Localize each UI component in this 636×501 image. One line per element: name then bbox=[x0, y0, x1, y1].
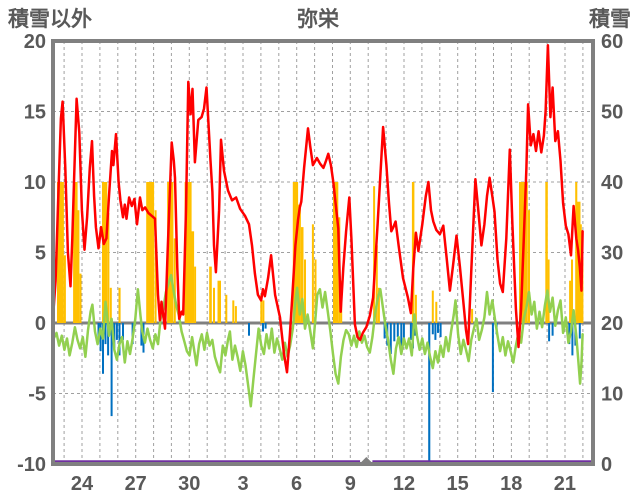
right-axis-tick-label: 20 bbox=[601, 313, 623, 335]
x-axis-tick-label: 6 bbox=[291, 473, 302, 495]
left-axis-ticks: 20 15 10 5 0 -5 -10 bbox=[17, 31, 46, 476]
right-axis-title: 積雪 bbox=[589, 8, 631, 31]
x-axis-tick-label: 15 bbox=[446, 473, 468, 495]
left-axis-tick-label: 15 bbox=[24, 102, 46, 124]
right-axis-tick-label: 30 bbox=[601, 243, 623, 265]
x-axis-tick-label: 30 bbox=[178, 473, 200, 495]
right-axis-tick-label: 10 bbox=[601, 384, 623, 406]
right-axis-tick-label: 60 bbox=[601, 31, 623, 53]
green-line-series bbox=[53, 273, 584, 408]
x-axis-tick-label: 27 bbox=[125, 473, 147, 495]
x-axis-tick-label: 3 bbox=[237, 473, 248, 495]
left-axis-tick-label: 10 bbox=[24, 172, 46, 194]
left-axis-tick-label: 0 bbox=[35, 313, 46, 335]
left-axis-tick-label: 20 bbox=[24, 31, 46, 53]
right-axis-tick-label: 40 bbox=[601, 172, 623, 194]
right-axis-tick-label: 50 bbox=[601, 102, 623, 124]
x-axis-tick-label: 18 bbox=[500, 473, 522, 495]
horizontal-gridlines bbox=[53, 111, 593, 394]
x-axis-tick-label: 24 bbox=[71, 473, 94, 495]
x-axis-tick-label: 12 bbox=[393, 473, 415, 495]
left-axis-title: 積雪以外 bbox=[8, 8, 92, 31]
left-axis-tick-label: -5 bbox=[28, 384, 46, 406]
axis-notch bbox=[361, 457, 372, 462]
plot-frame bbox=[51, 39, 595, 466]
x-axis-tick-label: 9 bbox=[345, 473, 356, 495]
x-axis-ticks: 24 27 30 3 6 9 12 15 18 21 bbox=[71, 473, 576, 495]
left-axis-tick-label: 5 bbox=[35, 243, 46, 265]
right-axis-ticks: 60 50 40 30 20 10 0 bbox=[601, 31, 623, 476]
right-axis-tick-label: 0 bbox=[601, 454, 612, 476]
x-axis-tick-label: 21 bbox=[554, 473, 576, 495]
chart-title: 弥栄 bbox=[297, 8, 339, 31]
left-axis-tick-label: -10 bbox=[17, 454, 46, 476]
red-line-series bbox=[53, 43, 584, 374]
